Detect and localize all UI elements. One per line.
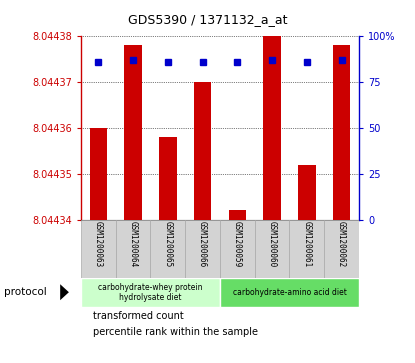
Bar bbox=[159, 137, 176, 220]
Bar bbox=[255, 220, 290, 278]
Text: transformed count: transformed count bbox=[93, 311, 183, 321]
Text: GSM1200060: GSM1200060 bbox=[268, 221, 276, 268]
Bar bbox=[81, 278, 220, 307]
Text: GSM1200062: GSM1200062 bbox=[337, 221, 346, 268]
Text: GSM1200061: GSM1200061 bbox=[303, 221, 311, 268]
Text: GSM1200063: GSM1200063 bbox=[94, 221, 103, 268]
Bar bbox=[150, 220, 185, 278]
Bar bbox=[290, 220, 324, 278]
Bar bbox=[333, 45, 350, 220]
Bar bbox=[220, 220, 255, 278]
Text: percentile rank within the sample: percentile rank within the sample bbox=[93, 327, 258, 337]
Text: GSM1200059: GSM1200059 bbox=[233, 221, 242, 268]
Bar bbox=[324, 220, 359, 278]
Text: protocol: protocol bbox=[4, 287, 47, 297]
Bar bbox=[229, 211, 246, 220]
Bar bbox=[185, 220, 220, 278]
Bar bbox=[220, 278, 359, 307]
Text: carbohydrate-amino acid diet: carbohydrate-amino acid diet bbox=[232, 288, 347, 297]
Bar bbox=[81, 220, 116, 278]
Text: GSM1200066: GSM1200066 bbox=[198, 221, 207, 268]
Text: GSM1200065: GSM1200065 bbox=[164, 221, 172, 268]
Bar bbox=[194, 82, 211, 220]
Text: GDS5390 / 1371132_a_at: GDS5390 / 1371132_a_at bbox=[128, 13, 287, 26]
Bar bbox=[116, 220, 150, 278]
Bar bbox=[264, 27, 281, 220]
Bar bbox=[298, 165, 315, 220]
Bar bbox=[90, 128, 107, 220]
Bar bbox=[124, 45, 142, 220]
Text: GSM1200064: GSM1200064 bbox=[129, 221, 137, 268]
Text: carbohydrate-whey protein
hydrolysate diet: carbohydrate-whey protein hydrolysate di… bbox=[98, 282, 203, 302]
Polygon shape bbox=[60, 284, 69, 300]
